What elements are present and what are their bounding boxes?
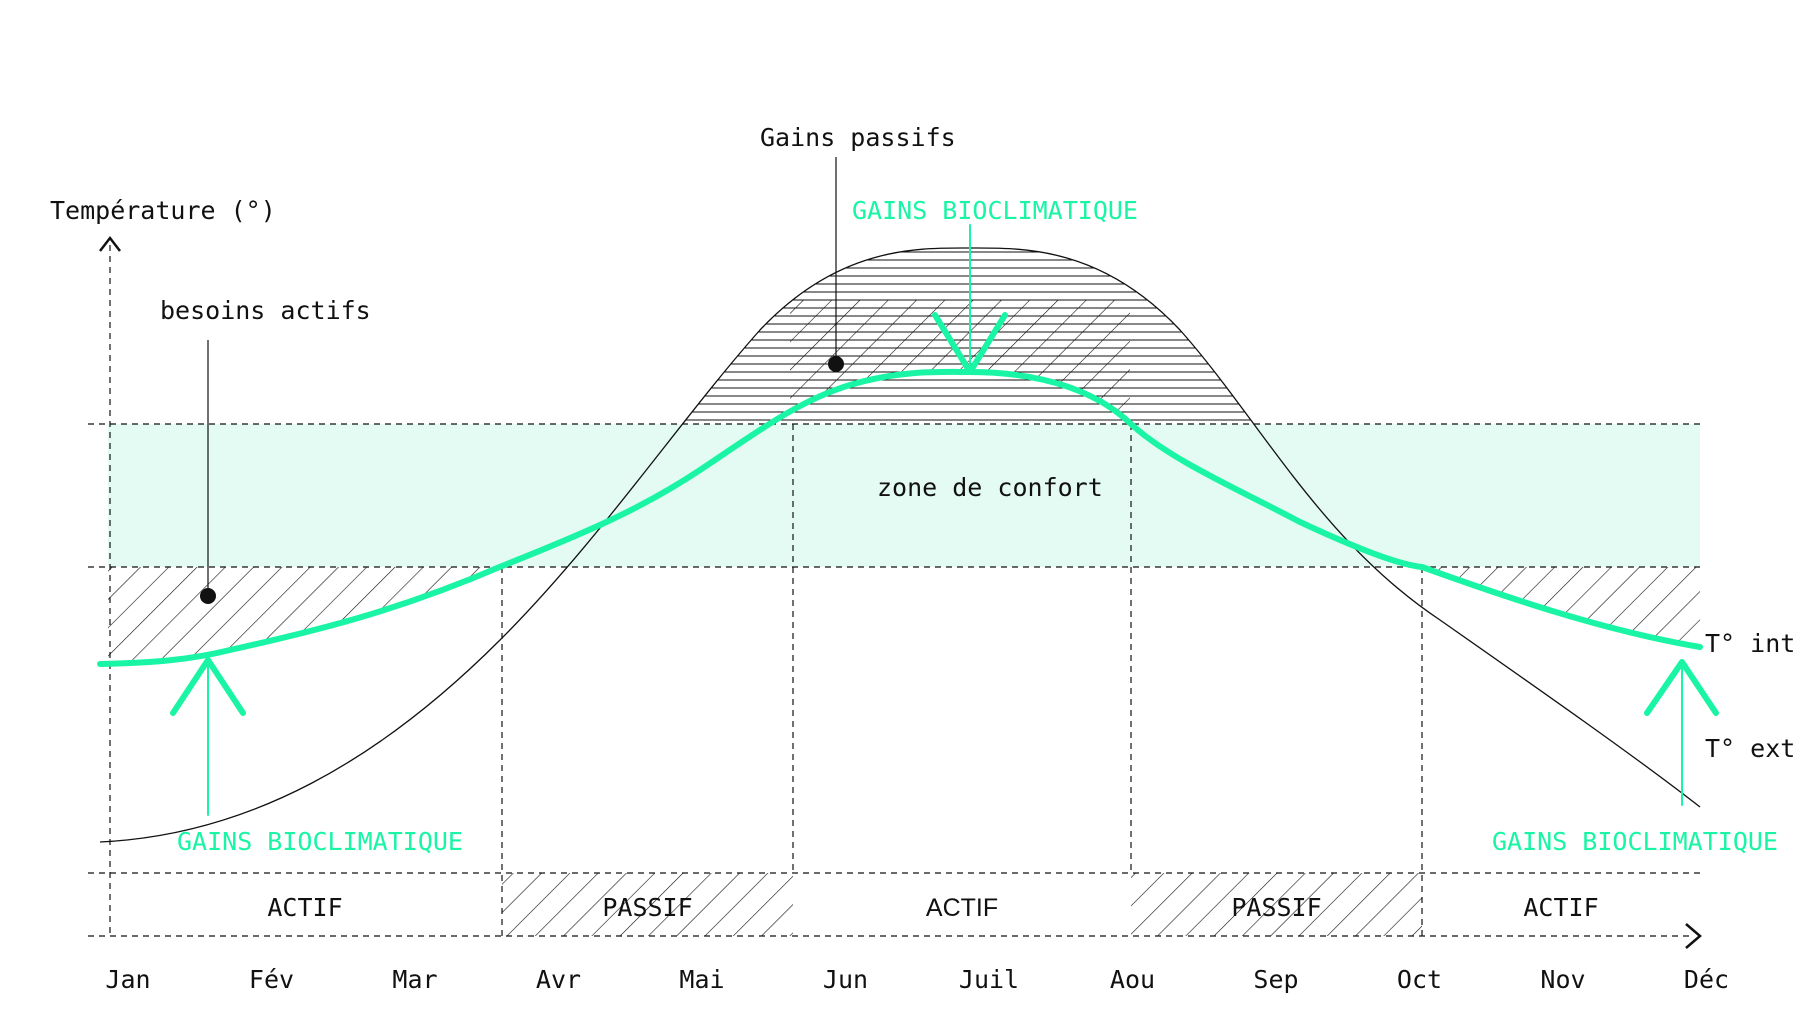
t-int-label: T° int	[1705, 629, 1795, 658]
month-label: Jun	[823, 965, 868, 994]
gains-bioclimatique-right-label: GAINS BIOCLIMATIQUE	[1492, 827, 1778, 856]
phase-band-label: PASSIF	[1231, 893, 1321, 922]
phase-band-label: ACTIF	[926, 894, 998, 922]
gains-passifs-label: Gains passifs	[760, 123, 956, 152]
t-ext-label: T° ext	[1705, 734, 1795, 763]
gains-passifs-dot	[828, 356, 844, 372]
month-label: Oct	[1397, 965, 1442, 994]
phase-band-label: PASSIF	[602, 893, 692, 922]
phase-band-hatch	[502, 873, 793, 936]
month-label: Déc	[1684, 965, 1729, 994]
interior-temperature-curve	[97, 368, 1703, 667]
month-label: Jan	[105, 965, 150, 994]
month-label: Aou	[1110, 965, 1155, 994]
x-axis-arrow-icon	[1685, 923, 1702, 949]
y-axis-arrow-icon	[99, 235, 121, 252]
bioclimatic-arrows	[170, 224, 1719, 816]
comfort-zone-label: zone de confort	[877, 473, 1103, 502]
phase-bands: ACTIF PASSIF ACTIF PASSIF ACTIF	[267, 873, 1599, 936]
comfort-zone	[108, 424, 1700, 567]
month-label: Juil	[959, 965, 1019, 994]
y-axis-label: Température (°)	[50, 196, 276, 225]
month-label: Fév	[249, 965, 294, 994]
month-label: Nov	[1540, 965, 1585, 994]
month-label: Mai	[679, 965, 724, 994]
month-label: Avr	[536, 965, 581, 994]
grid-lines	[88, 245, 1700, 937]
month-label: Sep	[1253, 965, 1298, 994]
phase-band-label: ACTIF	[267, 893, 342, 922]
phase-band-hatch	[1131, 873, 1422, 936]
exterior-temperature-curve	[99, 247, 1701, 843]
phase-band-label: ACTIF	[1523, 893, 1598, 922]
month-label: Mar	[392, 965, 437, 994]
besoins-actifs-label: besoins actifs	[160, 296, 371, 325]
gains-bioclimatique-top-label: GAINS BIOCLIMATIQUE	[852, 196, 1138, 225]
besoins-actifs-dot	[200, 588, 216, 604]
gains-bioclimatique-left-label: GAINS BIOCLIMATIQUE	[177, 827, 463, 856]
month-axis: Jan Fév Mar Avr Mai Jun Juil Aou Sep Oct Nov Déc	[105, 965, 1729, 994]
